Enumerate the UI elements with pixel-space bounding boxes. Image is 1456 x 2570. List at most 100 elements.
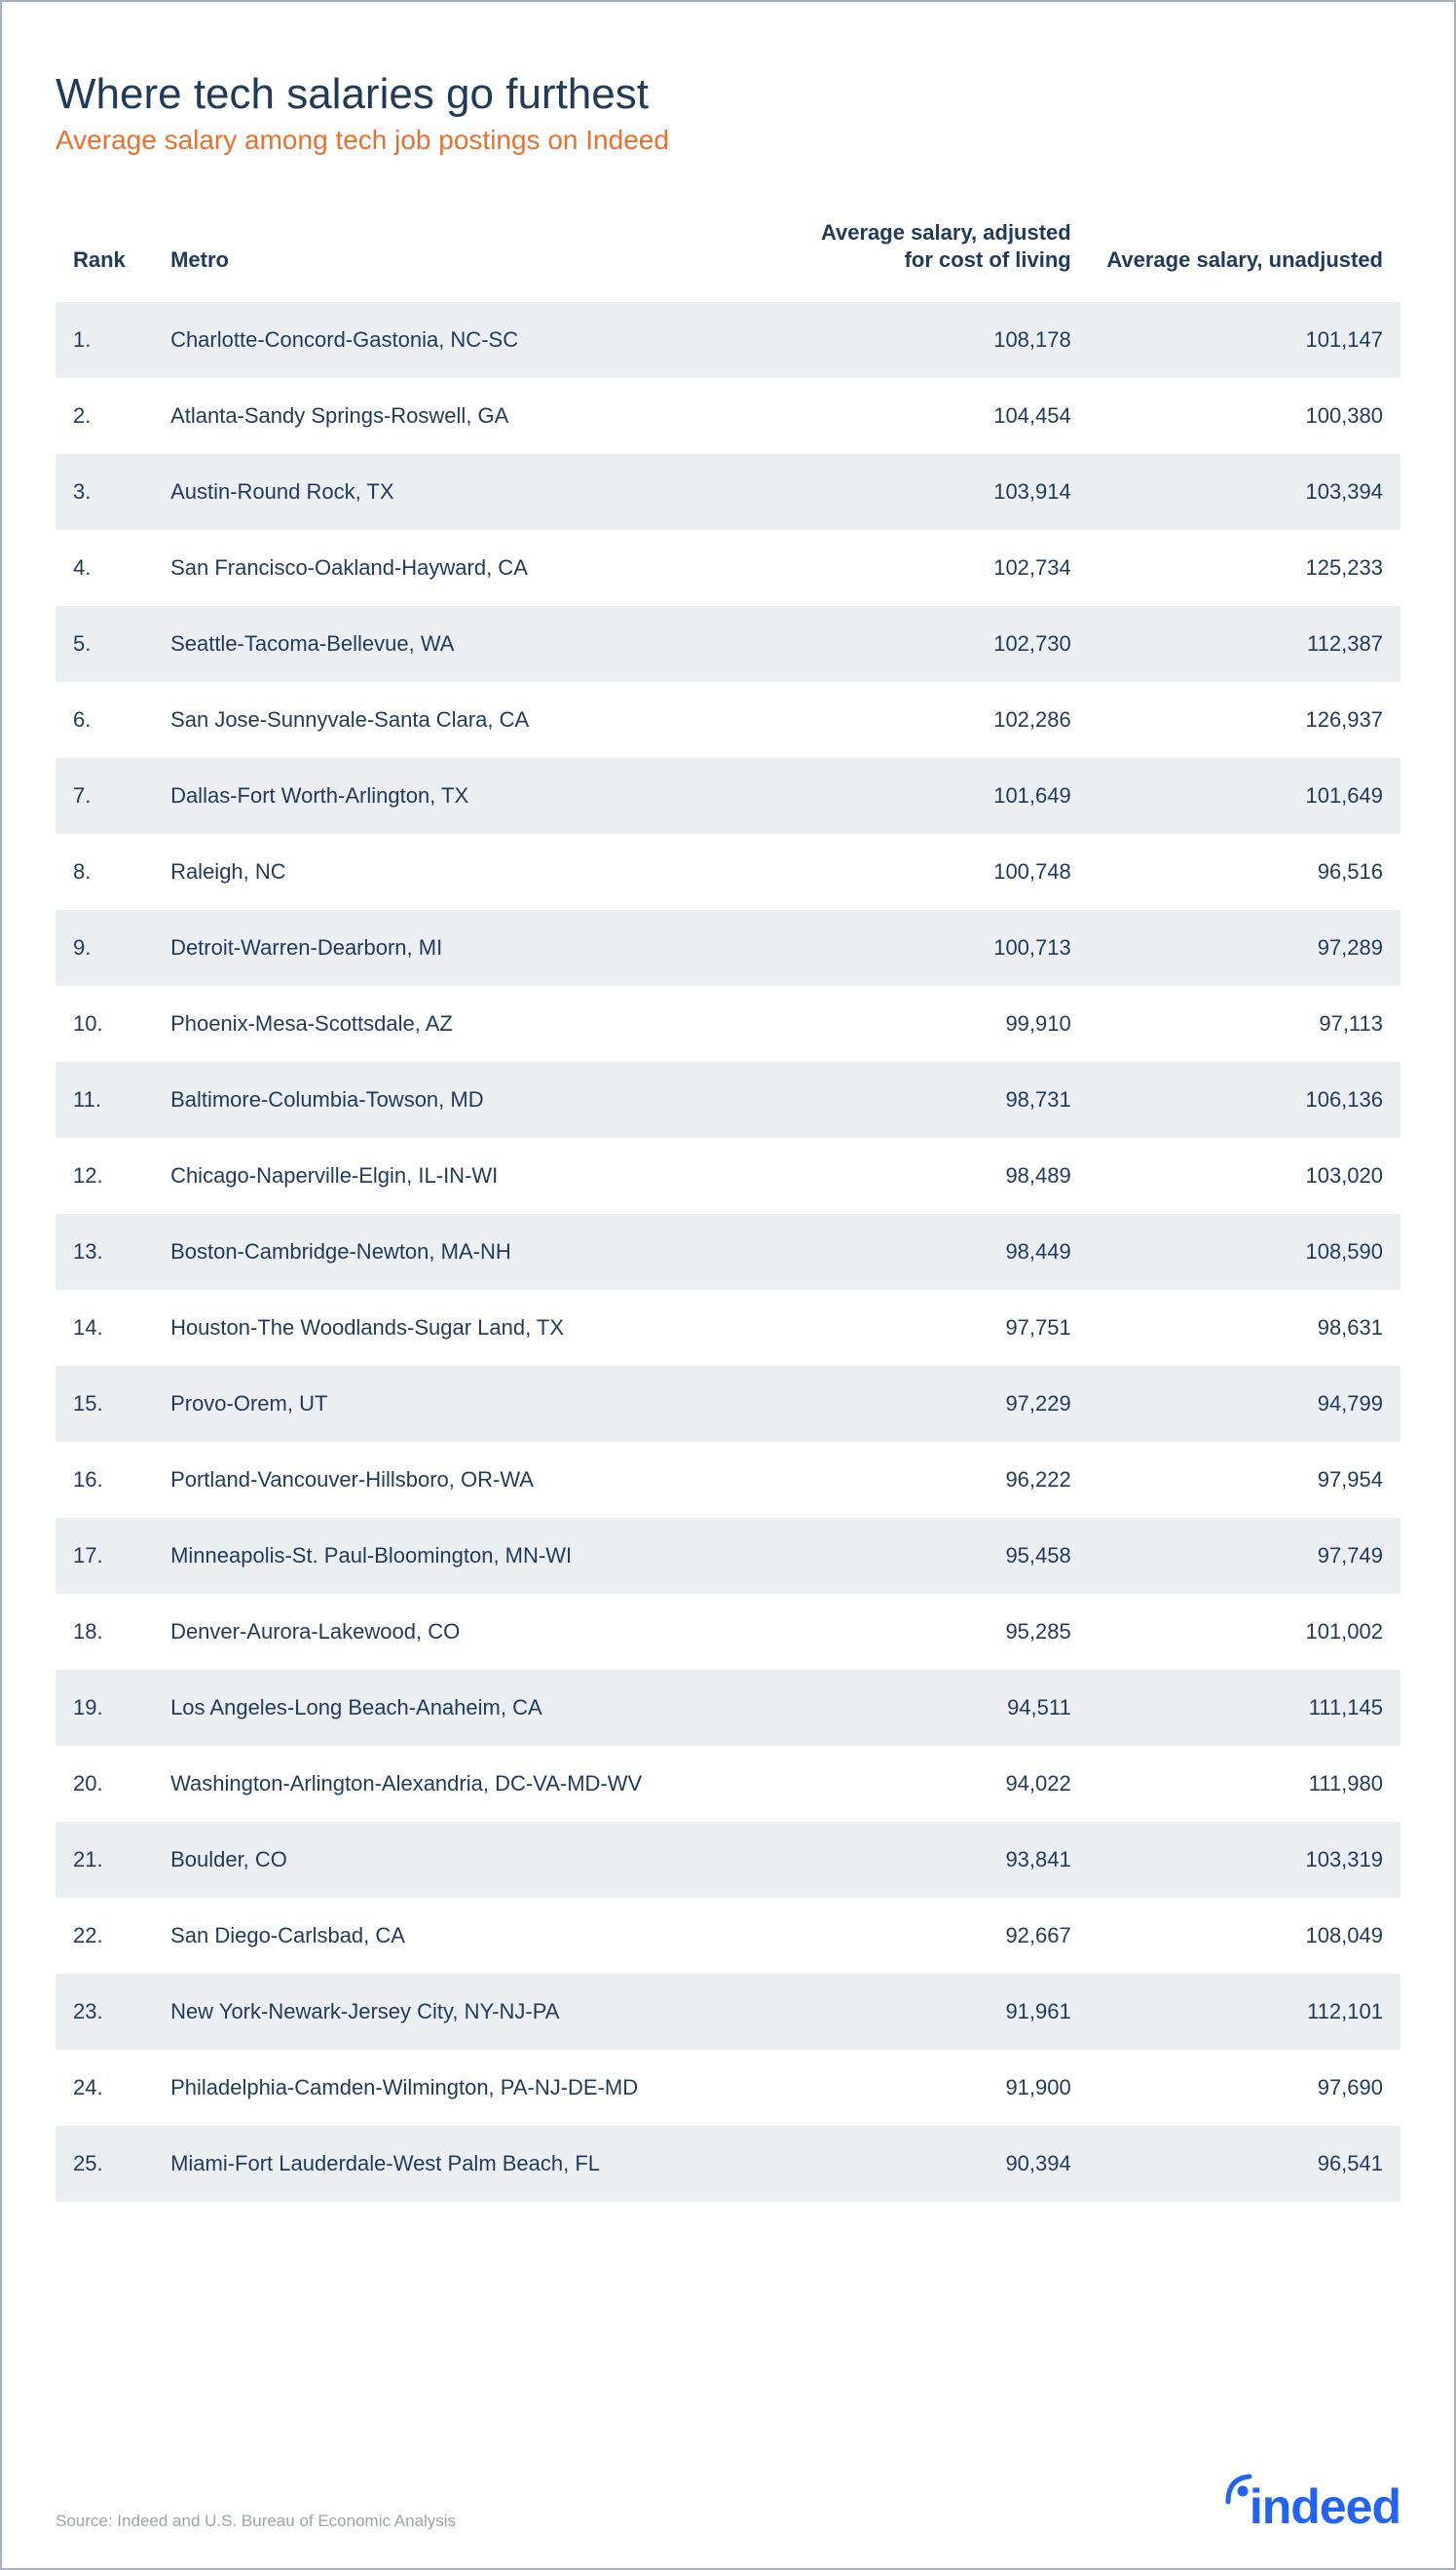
table-row: 11.Baltimore-Columbia-Towson, MD98,73110… xyxy=(56,1062,1400,1138)
cell-unadjusted: 100,380 xyxy=(1089,378,1400,454)
table-row: 4.San Francisco-Oakland-Hayward, CA102,7… xyxy=(56,530,1400,606)
cell-rank: 9. xyxy=(56,910,153,986)
cell-unadjusted: 125,233 xyxy=(1089,530,1400,606)
table-row: 21.Boulder, CO93,841103,319 xyxy=(56,1822,1400,1898)
cell-unadjusted: 112,101 xyxy=(1089,1974,1400,2050)
indeed-logo: indeed xyxy=(1224,2482,1400,2531)
cell-adjusted: 100,748 xyxy=(777,834,1089,910)
cell-metro: Raleigh, NC xyxy=(153,834,776,910)
cell-unadjusted: 106,136 xyxy=(1089,1062,1400,1138)
page-subtitle: Average salary among tech job postings o… xyxy=(56,125,1400,156)
table-row: 16.Portland-Vancouver-Hillsboro, OR-WA96… xyxy=(56,1442,1400,1518)
cell-adjusted: 99,910 xyxy=(777,986,1089,1062)
cell-metro: Washington-Arlington-Alexandria, DC-VA-M… xyxy=(153,1746,776,1822)
table-row: 18.Denver-Aurora-Lakewood, CO95,285101,0… xyxy=(56,1594,1400,1670)
table-row: 9.Detroit-Warren-Dearborn, MI100,71397,2… xyxy=(56,910,1400,986)
cell-unadjusted: 97,954 xyxy=(1089,1442,1400,1518)
cell-adjusted: 100,713 xyxy=(777,910,1089,986)
cell-metro: Charlotte-Concord-Gastonia, NC-SC xyxy=(153,302,776,378)
cell-adjusted: 98,489 xyxy=(777,1138,1089,1214)
cell-unadjusted: 96,516 xyxy=(1089,834,1400,910)
cell-metro: Seattle-Tacoma-Bellevue, WA xyxy=(153,606,776,682)
cell-rank: 25. xyxy=(56,2126,153,2202)
table-row: 2.Atlanta-Sandy Springs-Roswell, GA104,4… xyxy=(56,378,1400,454)
cell-rank: 17. xyxy=(56,1518,153,1594)
col-header-metro: Metro xyxy=(153,200,776,302)
col-header-adjusted: Average salary, adjusted for cost of liv… xyxy=(777,200,1089,302)
cell-rank: 3. xyxy=(56,454,153,530)
page-title: Where tech salaries go furthest xyxy=(56,70,1400,119)
table-row: 10.Phoenix-Mesa-Scottsdale, AZ99,91097,1… xyxy=(56,986,1400,1062)
cell-metro: Provo-Orem, UT xyxy=(153,1366,776,1442)
cell-rank: 15. xyxy=(56,1366,153,1442)
cell-unadjusted: 126,937 xyxy=(1089,682,1400,758)
cell-rank: 12. xyxy=(56,1138,153,1214)
cell-adjusted: 91,961 xyxy=(777,1974,1089,2050)
cell-unadjusted: 97,113 xyxy=(1089,986,1400,1062)
cell-unadjusted: 101,649 xyxy=(1089,758,1400,834)
cell-metro: Portland-Vancouver-Hillsboro, OR-WA xyxy=(153,1442,776,1518)
source-text: Source: Indeed and U.S. Bureau of Econom… xyxy=(56,2512,456,2531)
cell-unadjusted: 103,319 xyxy=(1089,1822,1400,1898)
cell-unadjusted: 97,749 xyxy=(1089,1518,1400,1594)
cell-adjusted: 104,454 xyxy=(777,378,1089,454)
cell-unadjusted: 101,147 xyxy=(1089,302,1400,378)
cell-adjusted: 97,751 xyxy=(777,1290,1089,1366)
cell-unadjusted: 111,980 xyxy=(1089,1746,1400,1822)
cell-unadjusted: 103,020 xyxy=(1089,1138,1400,1214)
table-row: 19.Los Angeles-Long Beach-Anaheim, CA94,… xyxy=(56,1670,1400,1746)
cell-rank: 24. xyxy=(56,2050,153,2126)
cell-rank: 22. xyxy=(56,1898,153,1974)
cell-metro: Austin-Round Rock, TX xyxy=(153,454,776,530)
col-header-unadjusted: Average salary, unadjusted xyxy=(1089,200,1400,302)
cell-metro: Minneapolis-St. Paul-Bloomington, MN-WI xyxy=(153,1518,776,1594)
cell-metro: New York-Newark-Jersey City, NY-NJ-PA xyxy=(153,1974,776,2050)
cell-unadjusted: 108,049 xyxy=(1089,1898,1400,1974)
table-row: 24.Philadelphia-Camden-Wilmington, PA-NJ… xyxy=(56,2050,1400,2126)
table-row: 13.Boston-Cambridge-Newton, MA-NH98,4491… xyxy=(56,1214,1400,1290)
cell-unadjusted: 101,002 xyxy=(1089,1594,1400,1670)
cell-unadjusted: 108,590 xyxy=(1089,1214,1400,1290)
cell-unadjusted: 103,394 xyxy=(1089,454,1400,530)
cell-metro: Denver-Aurora-Lakewood, CO xyxy=(153,1594,776,1670)
table-row: 14.Houston-The Woodlands-Sugar Land, TX9… xyxy=(56,1290,1400,1366)
cell-adjusted: 101,649 xyxy=(777,758,1089,834)
cell-rank: 6. xyxy=(56,682,153,758)
cell-adjusted: 91,900 xyxy=(777,2050,1089,2126)
table-row: 6.San Jose-Sunnyvale-Santa Clara, CA102,… xyxy=(56,682,1400,758)
cell-unadjusted: 112,387 xyxy=(1089,606,1400,682)
cell-metro: Baltimore-Columbia-Towson, MD xyxy=(153,1062,776,1138)
cell-adjusted: 94,511 xyxy=(777,1670,1089,1746)
cell-metro: San Jose-Sunnyvale-Santa Clara, CA xyxy=(153,682,776,758)
cell-rank: 2. xyxy=(56,378,153,454)
cell-metro: Phoenix-Mesa-Scottsdale, AZ xyxy=(153,986,776,1062)
cell-rank: 1. xyxy=(56,302,153,378)
cell-rank: 19. xyxy=(56,1670,153,1746)
cell-rank: 21. xyxy=(56,1822,153,1898)
table-row: 20.Washington-Arlington-Alexandria, DC-V… xyxy=(56,1746,1400,1822)
table-row: 22.San Diego-Carlsbad, CA92,667108,049 xyxy=(56,1898,1400,1974)
cell-rank: 16. xyxy=(56,1442,153,1518)
footer: Source: Indeed and U.S. Bureau of Econom… xyxy=(56,2482,1400,2531)
cell-adjusted: 103,914 xyxy=(777,454,1089,530)
table-row: 12.Chicago-Naperville-Elgin, IL-IN-WI98,… xyxy=(56,1138,1400,1214)
cell-unadjusted: 96,541 xyxy=(1089,2126,1400,2202)
cell-metro: San Diego-Carlsbad, CA xyxy=(153,1898,776,1974)
table-row: 17.Minneapolis-St. Paul-Bloomington, MN-… xyxy=(56,1518,1400,1594)
cell-metro: Boulder, CO xyxy=(153,1822,776,1898)
col-header-rank: Rank xyxy=(56,200,153,302)
cell-adjusted: 94,022 xyxy=(777,1746,1089,1822)
cell-adjusted: 102,286 xyxy=(777,682,1089,758)
cell-metro: Philadelphia-Camden-Wilmington, PA-NJ-DE… xyxy=(153,2050,776,2126)
cell-rank: 11. xyxy=(56,1062,153,1138)
cell-adjusted: 108,178 xyxy=(777,302,1089,378)
cell-unadjusted: 111,145 xyxy=(1089,1670,1400,1746)
cell-adjusted: 98,449 xyxy=(777,1214,1089,1290)
cell-adjusted: 93,841 xyxy=(777,1822,1089,1898)
salary-table: Rank Metro Average salary, adjusted for … xyxy=(56,200,1400,2202)
cell-adjusted: 102,734 xyxy=(777,530,1089,606)
cell-adjusted: 98,731 xyxy=(777,1062,1089,1138)
cell-unadjusted: 94,799 xyxy=(1089,1366,1400,1442)
indeed-swoosh-icon xyxy=(1224,2473,1253,2510)
cell-rank: 10. xyxy=(56,986,153,1062)
